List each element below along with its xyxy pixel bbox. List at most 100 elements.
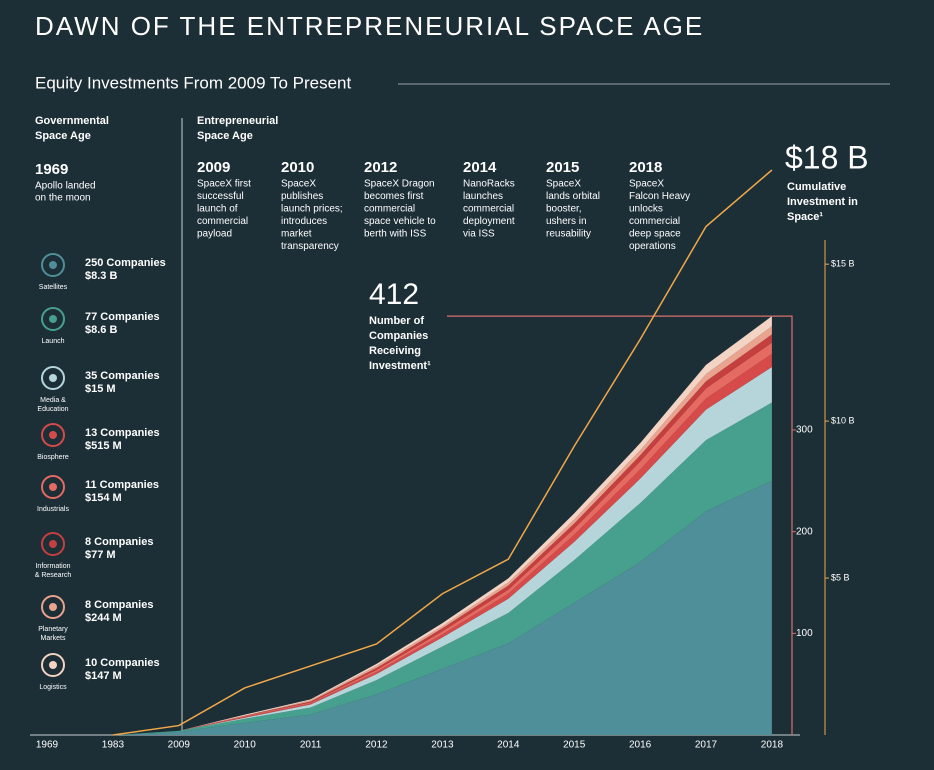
companies-label: Number of bbox=[369, 315, 424, 327]
event-year: 2014 bbox=[463, 159, 497, 176]
x-tick-label: 2017 bbox=[695, 740, 718, 751]
legend-label: Logistics bbox=[39, 684, 67, 691]
era-text: on the moon bbox=[35, 193, 91, 204]
investment-label: Investment in bbox=[787, 196, 858, 208]
companies-label: Companies bbox=[369, 330, 428, 342]
event-text: payload bbox=[197, 229, 232, 240]
event-text: commercial bbox=[364, 204, 415, 215]
event-text: operations bbox=[629, 241, 676, 252]
event-text: commercial bbox=[629, 216, 680, 227]
sector-companies: 13 Companies bbox=[85, 427, 160, 439]
x-tick-label: 2011 bbox=[300, 740, 322, 751]
event-text: unlocks bbox=[629, 204, 663, 215]
x-tick-label: 2009 bbox=[168, 740, 191, 751]
y-tick-label: 100 bbox=[796, 628, 813, 639]
y-tick-label: 300 bbox=[796, 425, 813, 436]
area bbox=[112, 402, 772, 735]
x-tick-label: 1969 bbox=[36, 740, 59, 751]
sector-amount: $515 M bbox=[85, 440, 122, 452]
y2-tick-label: $5 B bbox=[831, 572, 850, 582]
subtitle: Equity Investments From 2009 To Present bbox=[35, 73, 352, 92]
event-text: SpaceX bbox=[629, 179, 664, 190]
era-label: Governmental bbox=[35, 115, 109, 127]
sector-icon-core bbox=[49, 315, 57, 323]
x-tick-label: 2014 bbox=[497, 740, 520, 751]
event-text: commercial bbox=[463, 204, 514, 215]
era-label: Entrepreneurial bbox=[197, 115, 278, 127]
event-text: ushers in bbox=[546, 216, 587, 227]
y-tick-label: 200 bbox=[796, 526, 813, 537]
y2-tick-label: $15 B bbox=[831, 259, 855, 269]
era-label: Space Age bbox=[35, 130, 91, 142]
sector-companies: 250 Companies bbox=[85, 257, 166, 269]
sector-amount: $244 M bbox=[85, 612, 122, 624]
investment-label: Cumulative bbox=[787, 181, 846, 193]
event-year: 2012 bbox=[364, 159, 397, 176]
sector-companies: 77 Companies bbox=[85, 311, 160, 323]
legend-label: Education bbox=[37, 406, 68, 413]
companies-value: 412 bbox=[369, 278, 419, 311]
legend-label: Information bbox=[35, 563, 70, 570]
event-text: SpaceX bbox=[281, 179, 316, 190]
y2-tick-label: $10 B bbox=[831, 415, 855, 425]
investment-line bbox=[112, 169, 773, 736]
event-text: launches bbox=[463, 191, 503, 202]
companies-label: Investment¹ bbox=[369, 360, 431, 372]
sector-icon-core bbox=[49, 483, 57, 491]
x-tick-label: 2018 bbox=[761, 740, 784, 751]
sector-icon-core bbox=[49, 261, 57, 269]
investment-label: Space¹ bbox=[787, 211, 823, 223]
era-text: Apollo landed bbox=[35, 181, 96, 192]
sector-companies: 10 Companies bbox=[85, 657, 160, 669]
sector-amount: $154 M bbox=[85, 492, 122, 504]
event-text: becomes first bbox=[364, 191, 424, 202]
sector-companies: 8 Companies bbox=[85, 599, 153, 611]
sector-icon-core bbox=[49, 374, 57, 382]
event-text: deep space bbox=[629, 229, 681, 240]
sector-icon bbox=[41, 475, 65, 499]
legend-label: & Research bbox=[35, 572, 72, 579]
event-text: market bbox=[281, 229, 312, 240]
event-text: successful bbox=[197, 191, 244, 202]
event-text: NanoRacks bbox=[463, 179, 515, 190]
event-text: SpaceX bbox=[546, 179, 581, 190]
era-year: 1969 bbox=[35, 161, 68, 178]
sector-icon-core bbox=[49, 540, 57, 548]
companies-bracket bbox=[447, 315, 793, 735]
x-tick-label: 1983 bbox=[102, 740, 125, 751]
investment-value: $18 B bbox=[785, 139, 869, 175]
event-text: Falcon Heavy bbox=[629, 191, 690, 202]
event-text: deployment bbox=[463, 216, 515, 227]
sector-icon-core bbox=[49, 661, 57, 669]
x-tick-label: 2010 bbox=[234, 740, 257, 751]
event-text: SpaceX Dragon bbox=[364, 179, 435, 190]
area bbox=[112, 480, 772, 735]
sector-icon-core bbox=[49, 431, 57, 439]
event-text: launch of bbox=[197, 204, 238, 215]
event-year: 2015 bbox=[546, 159, 579, 176]
sector-icon bbox=[41, 366, 65, 390]
sector-amount: $77 M bbox=[85, 549, 116, 561]
sector-amount: $8.3 B bbox=[85, 270, 117, 282]
event-year: 2009 bbox=[197, 159, 230, 176]
sector-icon bbox=[41, 423, 65, 447]
event-text: lands orbital bbox=[546, 191, 600, 202]
legend-label: Planetary bbox=[38, 626, 68, 633]
era-label: Space Age bbox=[197, 130, 253, 142]
event-text: commercial bbox=[197, 216, 248, 227]
sector-icon bbox=[41, 307, 65, 331]
legend-label: Media & bbox=[40, 397, 66, 404]
event-text: space vehicle to bbox=[364, 216, 436, 227]
legend-label: Launch bbox=[42, 338, 65, 345]
event-text: berth with ISS bbox=[364, 229, 427, 240]
legend-label: Industrials bbox=[37, 506, 69, 513]
sector-amount: $15 M bbox=[85, 383, 116, 395]
sector-amount: $8.6 B bbox=[85, 324, 117, 336]
legend-label: Satellites bbox=[39, 284, 68, 291]
sector-icon bbox=[41, 653, 65, 677]
sector-companies: 35 Companies bbox=[85, 370, 160, 382]
event-text: via ISS bbox=[463, 229, 495, 240]
sector-icon bbox=[41, 595, 65, 619]
event-year: 2018 bbox=[629, 159, 662, 176]
